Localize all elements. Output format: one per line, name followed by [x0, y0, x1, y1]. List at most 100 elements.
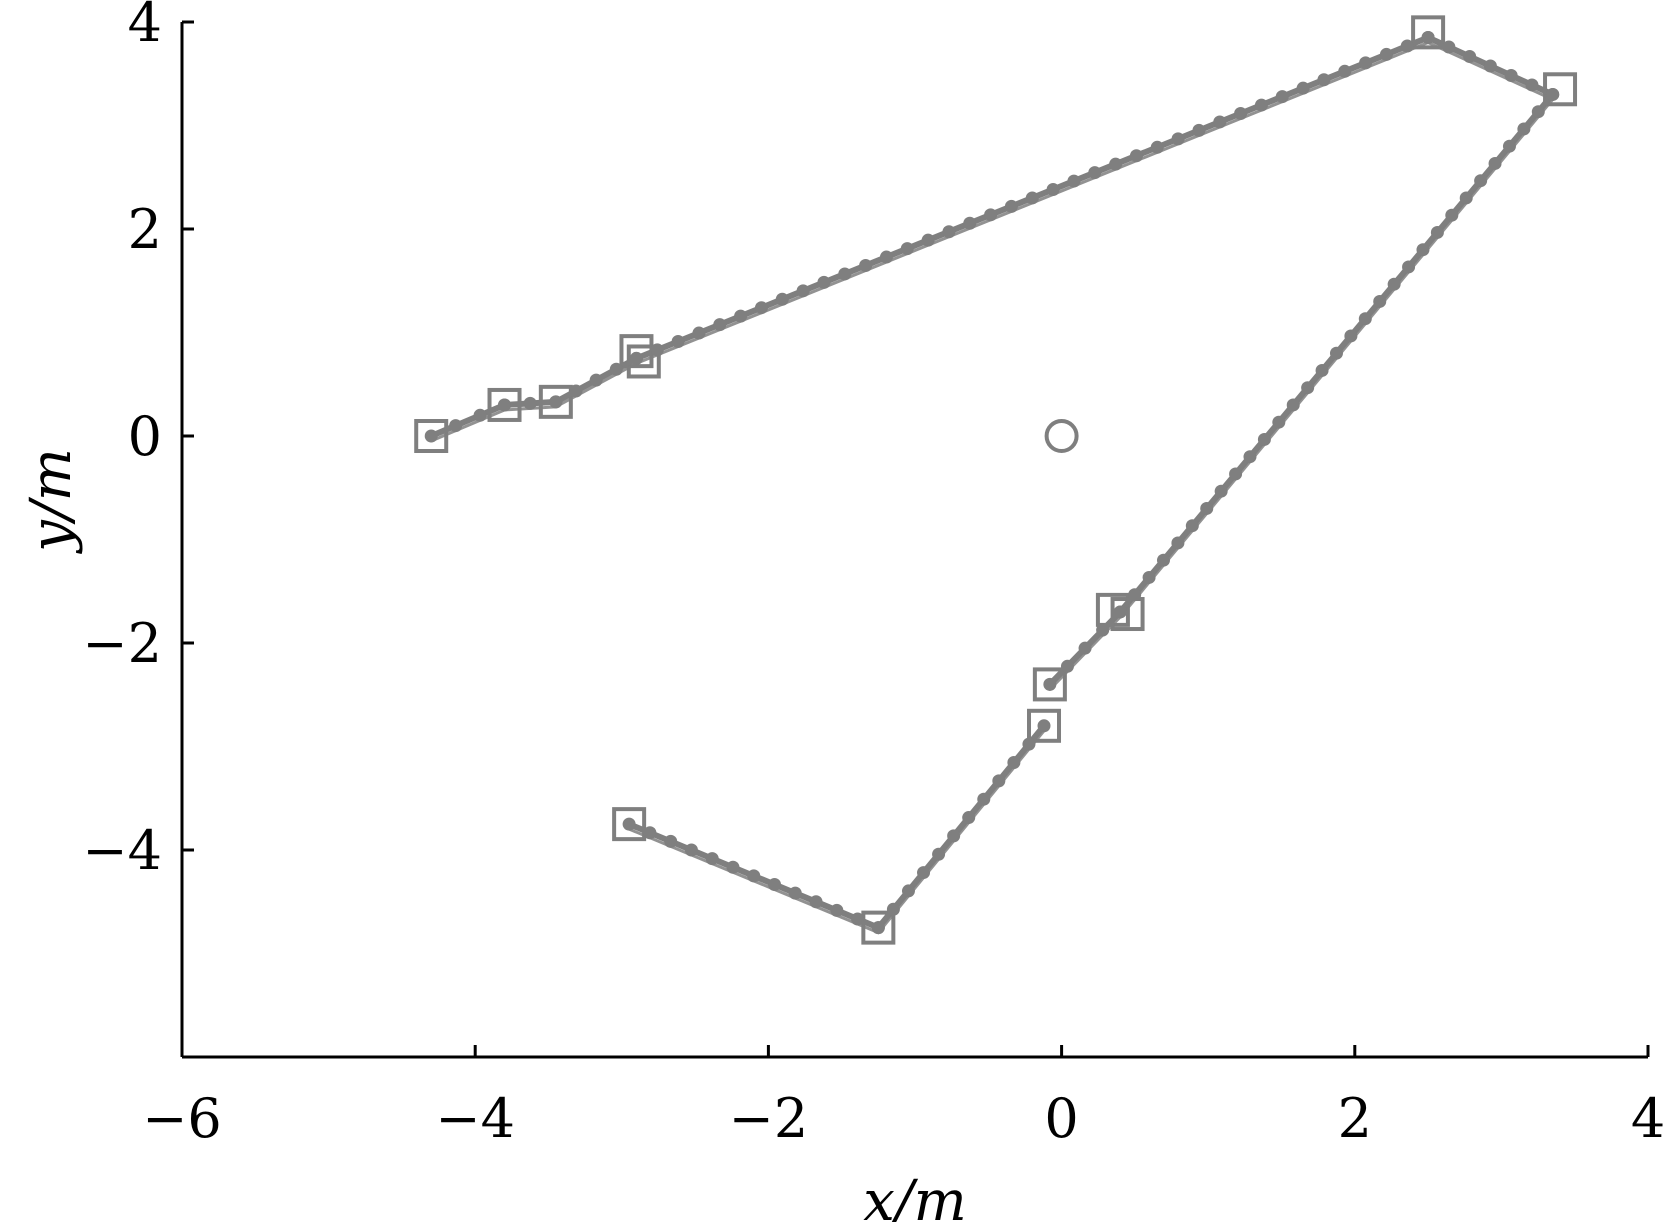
trajectory-dot [1379, 47, 1393, 61]
trajectory-dot [1007, 755, 1021, 769]
trajectory-dot [1502, 139, 1516, 153]
y-tick-label: 0 [128, 405, 162, 468]
trajectory-dot [1504, 68, 1518, 82]
trajectory-dot [1004, 199, 1018, 213]
trajectory-dot [671, 334, 685, 348]
trajectory-dot [1243, 450, 1257, 464]
trajectory-dot [817, 275, 831, 289]
trajectory-dot [1430, 225, 1444, 239]
trajectory-dot [900, 242, 914, 256]
trajectory-dot [1254, 98, 1268, 112]
trajectory-dot [809, 895, 823, 909]
trajectory-dot [901, 884, 915, 898]
trajectory-dot [523, 396, 537, 410]
trajectory-dot [1358, 312, 1372, 326]
trajectory-dot [768, 878, 782, 891]
trajectory-dot [473, 408, 487, 422]
trajectory-dot [629, 351, 643, 365]
trajectory-dot [622, 817, 636, 831]
trajectory-dot [1060, 659, 1074, 673]
trajectory-dot [1156, 553, 1170, 567]
trajectory-dot [1329, 346, 1343, 360]
trajectory-dot [569, 384, 583, 398]
trajectory-segment [429, 408, 507, 443]
plot-area [414, 15, 1578, 945]
trajectory-dot [1109, 157, 1123, 171]
trajectory-dot [1171, 536, 1185, 550]
trajectory-dot [1025, 191, 1039, 205]
trajectory-dot [1078, 641, 1092, 655]
trajectory-dot [705, 852, 719, 866]
trajectory-dot [684, 843, 698, 857]
trajectory-dot [775, 292, 789, 306]
trajectory-dot [947, 829, 961, 843]
trajectory-dot [1488, 156, 1502, 170]
waypoint-square [612, 807, 647, 842]
trajectory-dot [1214, 484, 1228, 498]
trajectory-dot [713, 318, 727, 332]
trajectory-dot [984, 208, 998, 222]
trajectory-dot [886, 902, 900, 916]
trajectory-dot [726, 860, 740, 874]
trajectory-dot [871, 921, 885, 935]
trajectory-dot [1338, 64, 1352, 78]
trajectory-dot [962, 811, 976, 825]
trajectory-dot [1275, 90, 1289, 104]
trajectory-dot [1525, 78, 1539, 92]
trajectory-dot [1296, 81, 1310, 95]
trajectory-dot [1463, 50, 1477, 63]
trajectory-dot [1113, 605, 1127, 619]
trajectory-dot [1088, 166, 1102, 180]
trajectory-dot [734, 309, 748, 323]
trajectory-dot [1483, 59, 1497, 73]
trajectory-dot [1037, 719, 1051, 733]
trajectory-dot [754, 301, 768, 315]
trajectory-dot [650, 343, 664, 357]
y-axis-title: y/m [19, 448, 84, 555]
trajectory-dot [643, 826, 657, 840]
trajectory-dot [921, 233, 935, 247]
trajectory-dot [1185, 519, 1199, 533]
trajectory-dot [859, 258, 873, 272]
trajectory-dot [1272, 415, 1286, 429]
trajectory-dot [692, 326, 706, 340]
trajectory-dot [1200, 501, 1214, 515]
trajectory-dot [1067, 174, 1081, 188]
trajectory-dot [1022, 737, 1036, 751]
waypoint-square [1032, 667, 1067, 702]
trajectory-dot [1046, 183, 1060, 197]
trajectory-dot [449, 419, 463, 433]
trajectory-dot [1096, 623, 1110, 637]
trajectory-dot [1445, 208, 1459, 222]
trajectory-dot [1474, 174, 1488, 188]
trajectory-dot [1531, 105, 1545, 119]
trajectory-dot [963, 216, 977, 230]
trajectory-dot [942, 225, 956, 239]
trajectory-segment [875, 722, 1048, 931]
trajectory-dot [977, 792, 991, 806]
trajectory-dot [1315, 363, 1329, 377]
trajectory-dot [1192, 123, 1206, 137]
y-tick-label: 4 [128, 0, 162, 54]
y-tick-label: 2 [128, 198, 162, 261]
trajectory-dot [788, 886, 802, 900]
trajectory-dot [932, 847, 946, 861]
trajectory-dot [664, 834, 678, 848]
trajectory-dot [1400, 39, 1414, 53]
trajectory-dot [1402, 260, 1416, 274]
x-tick-label: 4 [1631, 1087, 1665, 1150]
trajectory-dot [796, 284, 810, 298]
trajectory-dot [851, 912, 865, 926]
trajectory-segment [428, 401, 508, 439]
trajectory-dot [1387, 277, 1401, 291]
trajectory-dot [1150, 140, 1164, 154]
trajectory-dot [1043, 677, 1057, 691]
trajectory-dot [1546, 87, 1560, 101]
trajectory-dot [992, 774, 1006, 788]
trajectory-dot [1359, 56, 1373, 70]
ticks: −6 −4 −2 0 2 4 −4 −2 0 2 4 [82, 0, 1665, 1150]
trajectory-dot [498, 398, 512, 412]
trajectory-dot [830, 903, 844, 917]
y-tick-label: −2 [82, 612, 162, 675]
trajectory-dot [1142, 570, 1156, 584]
